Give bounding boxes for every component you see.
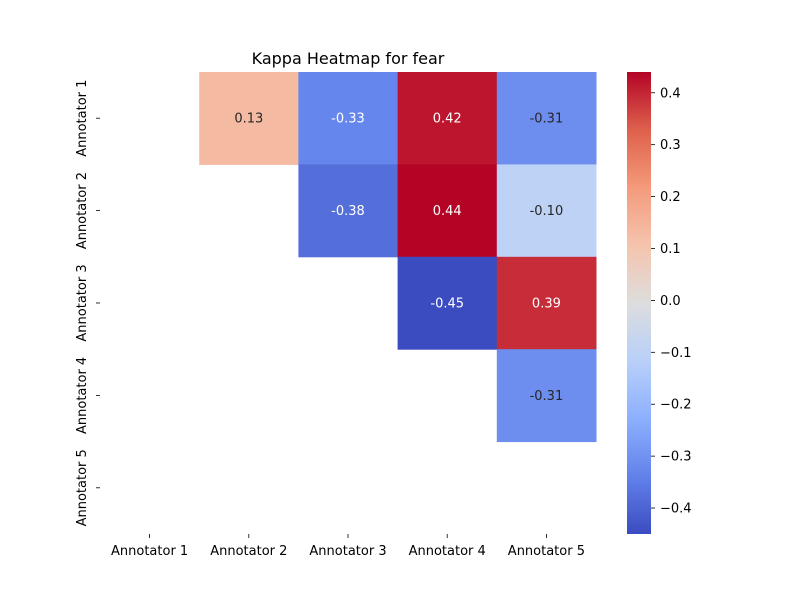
cell-value-label: -0.31 bbox=[530, 389, 564, 404]
y-tick-label: Annotator 3 bbox=[75, 264, 90, 341]
colorbar-ticks: 0.4 0.3 0.2 0.1 0.0 −0.1 −0.2 −0.3 −0.4 bbox=[651, 86, 692, 517]
y-axis-ticks: Annotator 1 Annotator 2 Annotator 3 Annotat… bbox=[75, 80, 100, 526]
y-tick-label: Annotator 4 bbox=[75, 357, 90, 434]
colorbar-tick-label: −0.2 bbox=[660, 398, 692, 413]
colorbar bbox=[627, 72, 651, 534]
cell-value-label: -0.38 bbox=[331, 204, 365, 219]
x-tick-label: Annotator 5 bbox=[508, 544, 585, 559]
colorbar-tick-label: −0.4 bbox=[660, 502, 692, 517]
heatmap-cell bbox=[496, 72, 597, 165]
heatmap-cell bbox=[397, 164, 498, 258]
heatmap-cell bbox=[298, 164, 399, 258]
cell-value-label: -0.33 bbox=[331, 112, 365, 127]
heatmap-cell bbox=[199, 72, 299, 165]
x-tick-label: Annotator 1 bbox=[111, 544, 188, 559]
cell-value-label: 0.42 bbox=[433, 112, 462, 127]
heatmap-cell bbox=[496, 349, 597, 443]
colorbar-tick-label: 0.0 bbox=[660, 294, 681, 309]
cell-value-label: 0.13 bbox=[234, 112, 263, 127]
colorbar-tick-label: −0.3 bbox=[660, 450, 692, 465]
y-tick-label: Annotator 5 bbox=[75, 449, 90, 526]
heatmap-cell bbox=[397, 72, 498, 165]
colorbar-tick-label: −0.1 bbox=[660, 346, 692, 361]
heatmap-cell bbox=[397, 256, 498, 350]
heatmap-cell bbox=[496, 256, 597, 350]
cell-value-label: -0.45 bbox=[430, 297, 464, 312]
x-tick-label: Annotator 3 bbox=[309, 544, 386, 559]
colorbar-tick-label: 0.1 bbox=[660, 242, 681, 257]
colorbar-tick-label: 0.4 bbox=[660, 86, 681, 101]
chart-title: Kappa Heatmap for fear bbox=[252, 49, 445, 68]
cell-value-label: 0.39 bbox=[532, 297, 561, 312]
y-tick-label: Annotator 1 bbox=[75, 80, 90, 157]
colorbar-tick-label: 0.3 bbox=[660, 138, 681, 153]
heatmap-cell bbox=[496, 164, 597, 258]
y-tick-label: Annotator 2 bbox=[75, 172, 90, 249]
x-tick-label: Annotator 2 bbox=[210, 544, 287, 559]
cell-value-label: 0.44 bbox=[433, 204, 462, 219]
x-tick-label: Annotator 4 bbox=[409, 544, 486, 559]
x-axis-ticks: Annotator 1 Annotator 2 Annotator 3 Annotat… bbox=[111, 534, 585, 559]
heatmap-cells: 0.13 -0.33 0.42 -0.31 -0.38 0.44 -0.10 -0.45 0.3… bbox=[199, 72, 597, 443]
cell-value-label: -0.31 bbox=[530, 112, 564, 127]
heatmap-cell bbox=[298, 72, 399, 165]
colorbar-tick-label: 0.2 bbox=[660, 190, 681, 205]
cell-value-label: -0.10 bbox=[530, 204, 564, 219]
